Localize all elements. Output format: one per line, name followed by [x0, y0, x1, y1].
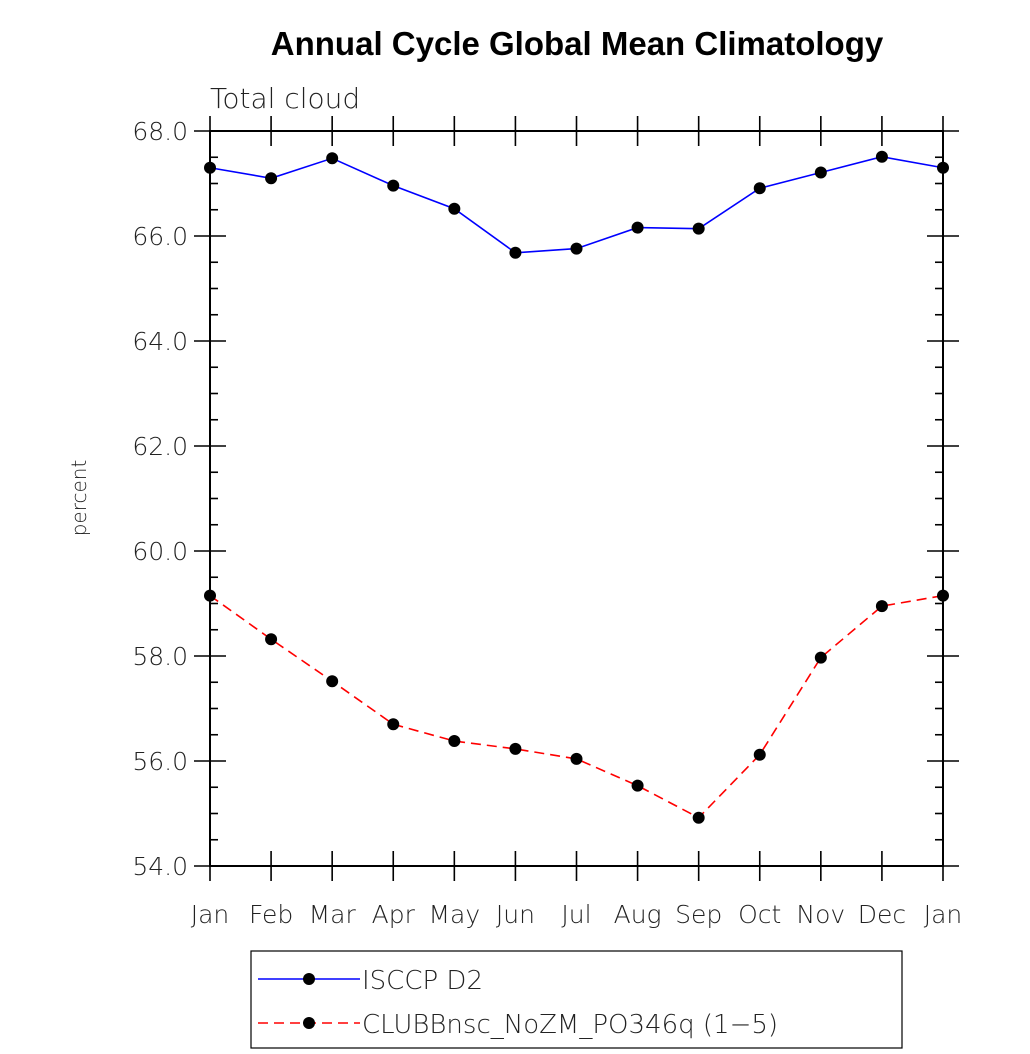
x-tick-label: Jan — [924, 900, 963, 929]
series-1-point — [326, 152, 339, 165]
x-tick-label: Jan — [191, 900, 230, 929]
series-1-point — [875, 150, 888, 163]
x-tick-label: May — [428, 900, 480, 929]
x-tick-label: Oct — [738, 900, 781, 929]
x-tick-label: Jun — [496, 900, 535, 929]
legend-box — [250, 950, 903, 1049]
legend-marker-1 — [303, 973, 315, 985]
series-line-1 — [209, 155, 944, 254]
series-1-point — [448, 202, 461, 215]
series-line-2 — [209, 594, 944, 819]
series-1-point — [265, 172, 278, 185]
chart-subtitle: Total cloud — [210, 82, 360, 115]
series-1-point — [570, 242, 583, 255]
y-tick-label: 54.0 — [132, 852, 188, 881]
axis-ticks — [194, 116, 959, 881]
x-tick-labels: Jan Feb Mar Apr May Jun Jul Aug Sep Oct Nov Dec Jan — [191, 900, 963, 929]
series-2-point — [509, 742, 522, 755]
y-tick-label: 58.0 — [132, 642, 188, 671]
x-tick-label: Jul — [561, 900, 591, 929]
y-tick-label: 66.0 — [132, 222, 188, 251]
series-2-point — [814, 651, 827, 664]
x-tick-label: Sep — [675, 900, 722, 929]
legend: ISCCP D2 CLUBBnsc_NoZM_PO346q (1−5) — [250, 950, 903, 1049]
series-2-point — [570, 752, 583, 765]
x-tick-label: Mar — [309, 900, 357, 929]
y-tick-label: 60.0 — [132, 537, 188, 566]
series-2-point — [875, 600, 888, 613]
x-tick-label: Dec — [858, 900, 906, 929]
series-2-point — [631, 779, 644, 792]
x-tick-label: Aug — [614, 900, 662, 929]
legend-marker-2 — [303, 1017, 315, 1029]
series-2-point — [753, 748, 766, 761]
x-tick-label: Feb — [249, 900, 293, 929]
y-axis-label: percent — [67, 460, 91, 537]
x-tick-label: Nov — [796, 900, 845, 929]
y-tick-label: 62.0 — [132, 432, 188, 461]
y-tick-label: 68.0 — [132, 117, 188, 146]
plot-frame — [209, 130, 944, 867]
series-2-point — [387, 718, 400, 731]
x-tick-label: Apr — [372, 900, 416, 929]
series-1-point — [387, 179, 400, 192]
y-tick-label: 56.0 — [132, 747, 188, 776]
y-tick-label: 64.0 — [132, 327, 188, 356]
legend-label-2: CLUBBnsc_NoZM_PO346q (1−5) — [362, 1010, 778, 1040]
chart-title: Annual Cycle Global Mean Climatology — [271, 25, 884, 62]
series-1-point — [631, 221, 644, 234]
legend-label-1: ISCCP D2 — [362, 966, 483, 996]
series-1-point — [814, 166, 827, 179]
series-2-point — [265, 633, 278, 646]
series-1-point — [692, 222, 705, 235]
series-2-point — [448, 735, 461, 748]
series-1-point — [753, 182, 766, 195]
series-2-point — [692, 811, 705, 824]
series-group — [204, 150, 949, 824]
series-2-point — [326, 675, 339, 688]
series-1-point — [509, 246, 522, 259]
y-tick-labels: 54.0 56.0 58.0 60.0 62.0 64.0 66.0 68.0 — [132, 117, 188, 881]
